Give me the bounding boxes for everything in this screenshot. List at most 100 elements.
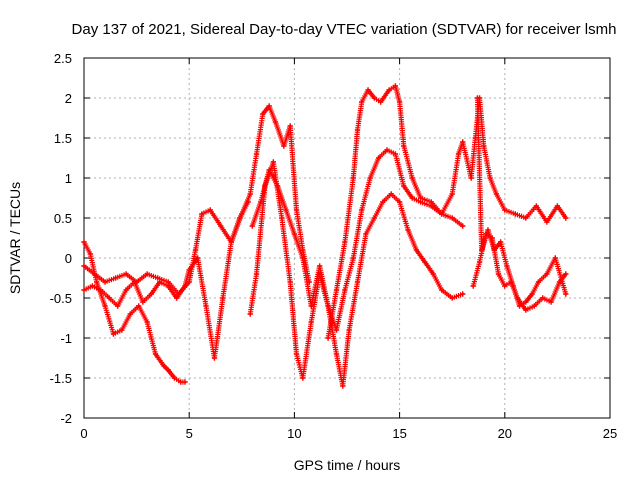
data-point [409, 195, 415, 201]
data-point [359, 207, 365, 213]
data-point [460, 139, 466, 145]
data-point [207, 207, 213, 213]
data-point [102, 303, 108, 309]
y-tick-label: -1 [60, 331, 72, 346]
x-axis-label: GPS time / hours [294, 457, 401, 473]
data-point [89, 283, 96, 289]
data-point [449, 295, 455, 301]
data-point [367, 175, 373, 181]
data-point [94, 279, 100, 285]
data-point [260, 111, 266, 117]
x-tick-label: 5 [186, 426, 193, 441]
data-point [405, 227, 411, 233]
y-tick-label: 2 [65, 91, 72, 106]
data-point [514, 295, 521, 301]
data-point [449, 191, 455, 197]
data-point [392, 151, 398, 157]
data-point [529, 291, 535, 297]
data-point [354, 279, 361, 285]
series-track-7 [474, 95, 569, 309]
data-point [350, 175, 356, 181]
y-tick-label: 1 [65, 171, 72, 186]
data-point [270, 159, 276, 165]
data-point [563, 291, 569, 297]
data-point [544, 219, 550, 225]
data-point [173, 295, 180, 301]
data-point [523, 215, 529, 221]
data-point [155, 275, 161, 281]
y-axis-label: SDTVAR / TECUs [7, 182, 23, 294]
data-point [253, 271, 260, 277]
data-point [144, 271, 150, 277]
data-point [485, 227, 491, 233]
x-tick-label: 25 [603, 426, 617, 441]
data-point [422, 259, 428, 265]
data-point [258, 199, 264, 205]
data-point [247, 191, 253, 197]
data-point [430, 271, 436, 277]
data-point [342, 287, 348, 293]
data-point [287, 123, 293, 129]
data-point [91, 271, 98, 277]
data-point [98, 287, 104, 293]
y-tick-label: -2 [60, 411, 72, 426]
data-point [388, 191, 394, 197]
data-point [497, 239, 504, 245]
data-point [140, 299, 146, 305]
data-point [220, 295, 226, 301]
data-point [182, 379, 188, 385]
x-tick-label: 0 [80, 426, 87, 441]
data-point [171, 375, 178, 381]
data-point [308, 319, 314, 325]
data-point [476, 259, 483, 265]
series-markers [81, 103, 312, 297]
data-point [397, 199, 403, 205]
data-point [512, 211, 518, 217]
data-point [378, 99, 384, 105]
data-point [439, 211, 445, 217]
data-point [247, 311, 253, 317]
data-series [81, 83, 569, 389]
data-point [523, 307, 529, 313]
data-point [228, 239, 234, 245]
data-point [253, 151, 260, 157]
y-tick-label: 2.5 [54, 51, 72, 66]
data-point [474, 95, 481, 101]
y-tick-label: -0.5 [50, 291, 72, 306]
data-point [333, 351, 340, 357]
data-point [535, 279, 542, 285]
data-point [274, 183, 281, 189]
data-point [165, 279, 171, 285]
data-point [81, 287, 87, 293]
data-point [340, 383, 346, 389]
data-point [325, 303, 331, 309]
data-point [281, 143, 287, 149]
data-point [552, 255, 558, 261]
data-point [392, 83, 398, 89]
data-point [428, 199, 434, 205]
data-point [544, 271, 550, 277]
data-point [87, 251, 93, 257]
data-point [342, 239, 348, 245]
series-track-1 [81, 239, 188, 385]
data-point [300, 255, 306, 261]
data-point [127, 311, 133, 317]
data-point [291, 231, 297, 237]
data-point [418, 195, 424, 201]
data-point [279, 215, 285, 221]
data-point [325, 335, 331, 341]
data-point [272, 119, 279, 125]
data-point [350, 255, 356, 261]
data-point [186, 279, 192, 285]
data-point [192, 247, 199, 253]
data-point [354, 127, 361, 133]
series-markers [249, 147, 466, 333]
data-point [363, 231, 369, 237]
data-point [165, 367, 171, 373]
data-point [487, 175, 493, 181]
data-point [293, 351, 300, 357]
data-point [468, 175, 474, 181]
data-point [493, 191, 499, 197]
data-point [81, 263, 87, 269]
data-point [371, 95, 377, 101]
